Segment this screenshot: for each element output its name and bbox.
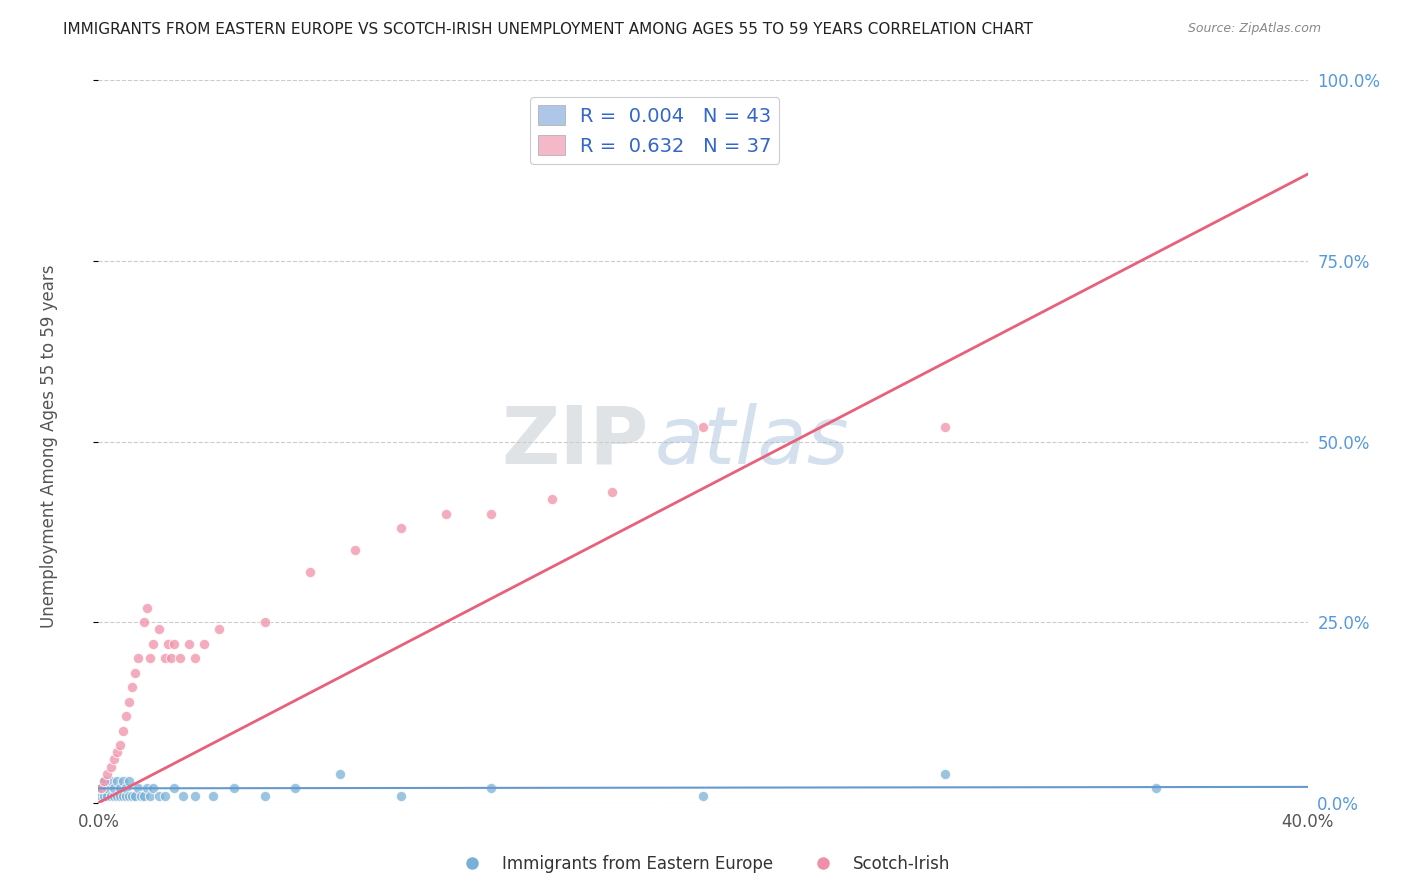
Point	[193, 637, 215, 651]
Point	[299, 565, 322, 579]
Text: Source: ZipAtlas.com: Source: ZipAtlas.com	[1188, 22, 1322, 36]
Point	[132, 789, 155, 803]
Point	[124, 789, 146, 803]
Point	[111, 723, 134, 738]
Point	[90, 781, 112, 796]
Point	[96, 781, 118, 796]
Point	[344, 542, 367, 557]
Point	[481, 507, 503, 521]
Point	[108, 738, 131, 752]
Point	[90, 789, 112, 803]
Point	[111, 774, 134, 789]
Point	[329, 767, 352, 781]
Text: IMMIGRANTS FROM EASTERN EUROPE VS SCOTCH-IRISH UNEMPLOYMENT AMONG AGES 55 TO 59 : IMMIGRANTS FROM EASTERN EUROPE VS SCOTCH…	[63, 22, 1033, 37]
Point	[184, 789, 207, 803]
Point	[105, 774, 128, 789]
Point	[96, 789, 118, 803]
Point	[169, 651, 191, 665]
Point	[934, 767, 956, 781]
Point	[124, 665, 146, 680]
Point	[135, 600, 157, 615]
Point	[93, 774, 115, 789]
Point	[127, 781, 149, 796]
Point	[253, 615, 276, 630]
Point	[692, 420, 714, 434]
Point	[105, 789, 128, 803]
Point	[284, 781, 307, 796]
Point	[253, 789, 276, 803]
Point	[692, 789, 714, 803]
Point	[121, 680, 143, 694]
Point	[153, 789, 176, 803]
Point	[118, 695, 141, 709]
Point	[160, 651, 183, 665]
Point	[100, 760, 122, 774]
Point	[934, 420, 956, 434]
Point	[184, 651, 207, 665]
Point	[127, 651, 149, 665]
Point	[108, 789, 131, 803]
Point	[1144, 781, 1167, 796]
Text: atlas: atlas	[655, 402, 849, 481]
Point	[100, 789, 122, 803]
Point	[118, 774, 141, 789]
Point	[114, 789, 136, 803]
Point	[163, 637, 186, 651]
Point	[139, 651, 162, 665]
Point	[202, 789, 225, 803]
Point	[139, 789, 162, 803]
Point	[153, 651, 176, 665]
Point	[156, 637, 179, 651]
Point	[96, 767, 118, 781]
Point	[481, 781, 503, 796]
Point	[135, 781, 157, 796]
Point	[224, 781, 246, 796]
Legend: Immigrants from Eastern Europe, Scotch-Irish: Immigrants from Eastern Europe, Scotch-I…	[449, 848, 957, 880]
Point	[389, 521, 412, 535]
Point	[93, 789, 115, 803]
Point	[148, 789, 170, 803]
Point	[389, 789, 412, 803]
Point	[148, 623, 170, 637]
Point	[103, 781, 125, 796]
Point	[90, 781, 112, 796]
Point	[208, 623, 231, 637]
Point	[179, 637, 201, 651]
Point	[434, 507, 457, 521]
Point	[132, 615, 155, 630]
Legend: R =  0.004   N = 43, R =  0.632   N = 37: R = 0.004 N = 43, R = 0.632 N = 37	[530, 97, 779, 163]
Point	[114, 781, 136, 796]
Text: Unemployment Among Ages 55 to 59 years: Unemployment Among Ages 55 to 59 years	[41, 264, 58, 628]
Point	[108, 781, 131, 796]
Point	[142, 637, 165, 651]
Point	[540, 492, 562, 507]
Point	[163, 781, 186, 796]
Point	[111, 789, 134, 803]
Point	[103, 789, 125, 803]
Point	[105, 745, 128, 759]
Point	[100, 774, 122, 789]
Point	[602, 485, 624, 500]
Point	[103, 752, 125, 766]
Point	[121, 789, 143, 803]
Point	[93, 774, 115, 789]
Point	[172, 789, 194, 803]
Point	[142, 781, 165, 796]
Point	[118, 789, 141, 803]
Point	[114, 709, 136, 723]
Point	[129, 789, 152, 803]
Text: ZIP: ZIP	[502, 402, 648, 481]
